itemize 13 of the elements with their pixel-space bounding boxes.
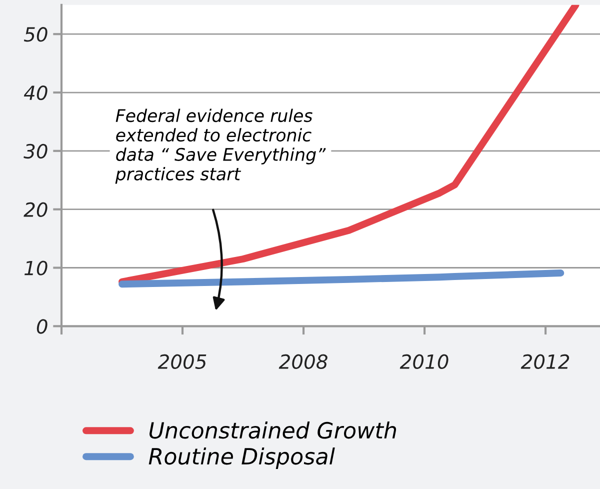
x-tick-label: 2010 [400, 354, 448, 369]
x-tick-label: 2012 [520, 354, 570, 369]
y-tick-label: 0 [36, 319, 48, 334]
x-tick-label: 2005 [158, 354, 206, 369]
annotation: Federal evidence rules extended to electronic data “ Save Everything” practices start [115, 108, 326, 184]
y-tick-label: 40 [24, 85, 48, 100]
y-tick-label: 50 [24, 27, 48, 42]
x-tick-label: 2008 [278, 354, 328, 369]
y-tick-label: 30 [24, 144, 48, 159]
legend-label: Routine Disposal [148, 447, 335, 469]
legend-label: Unconstrained Growth [150, 422, 396, 439]
y-tick-label: 10 [24, 260, 48, 276]
y-tick-label: 20 [24, 202, 48, 217]
